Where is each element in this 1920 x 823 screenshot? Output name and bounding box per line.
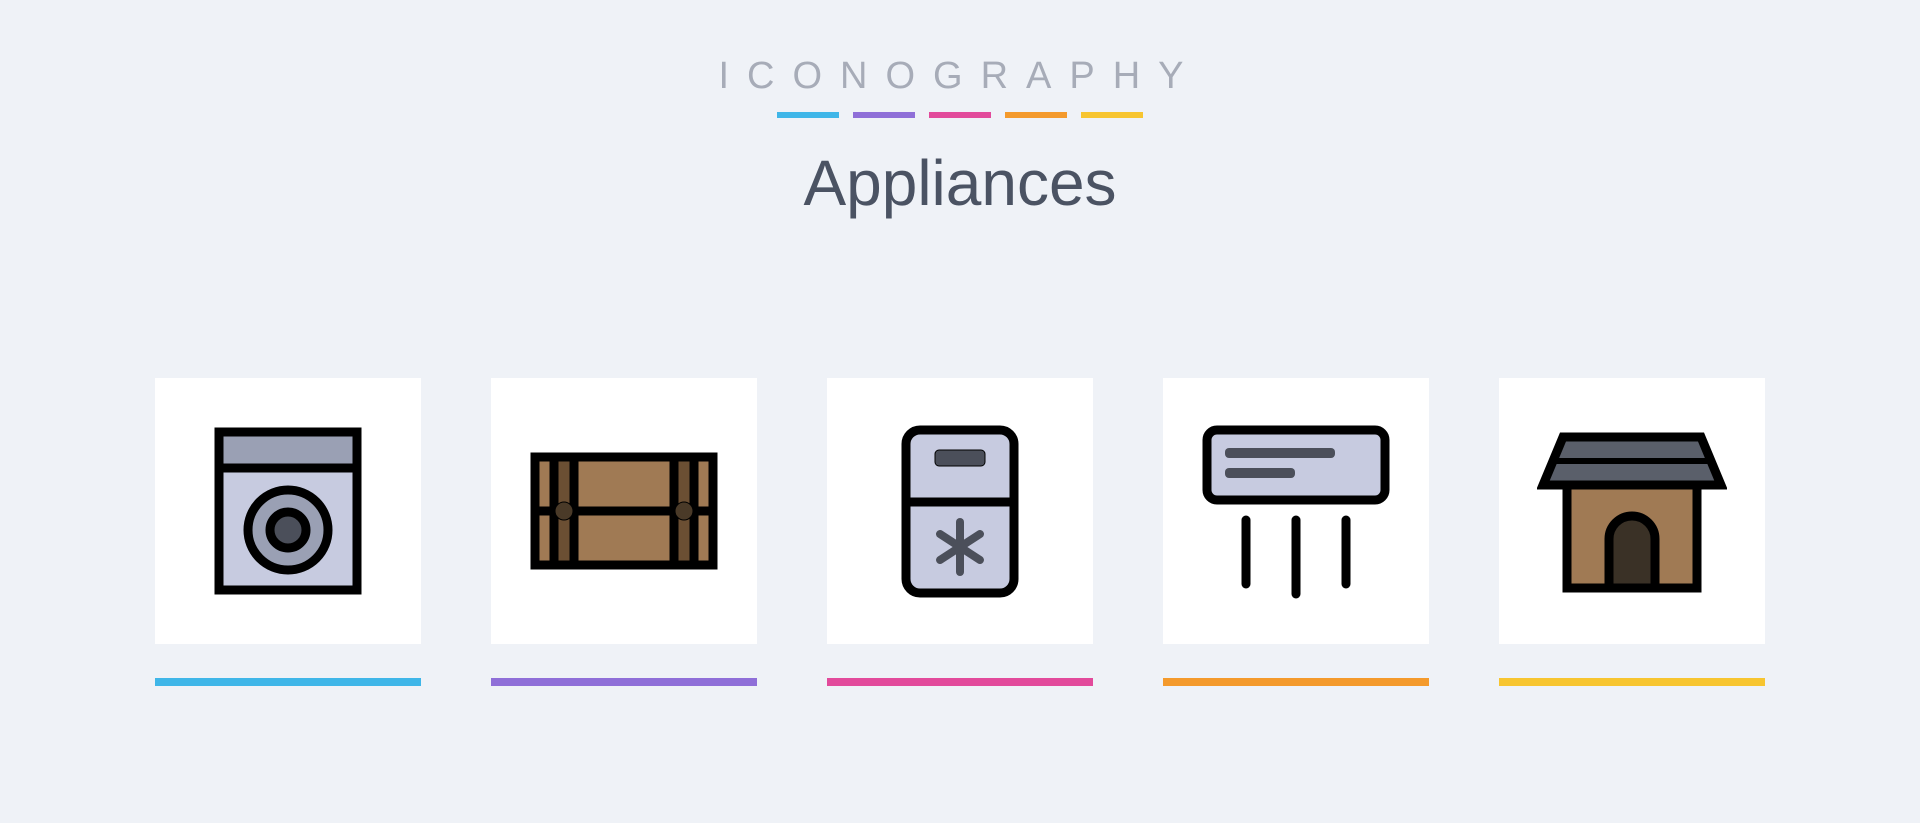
icon-card-house: [1499, 378, 1765, 686]
header: ICONOGRAPHY Appliances: [0, 55, 1920, 220]
brand-underline-5: [1081, 112, 1143, 118]
brand-text: ICONOGRAPHY: [0, 55, 1920, 98]
icon-card-suitcase: [491, 378, 757, 686]
card-underline: [155, 678, 421, 686]
refrigerator-icon: [900, 424, 1020, 599]
suitcase-icon: [529, 451, 719, 571]
air-conditioner-icon: [1201, 424, 1391, 599]
icon-card-refrigerator: [827, 378, 1093, 686]
icon-tile: [1499, 378, 1765, 644]
icon-tile: [827, 378, 1093, 644]
brand-underlines: [0, 112, 1920, 118]
icon-card-air-conditioner: [1163, 378, 1429, 686]
washing-machine-icon: [213, 426, 363, 596]
card-underline: [827, 678, 1093, 686]
card-underline: [1499, 678, 1765, 686]
card-underline: [1163, 678, 1429, 686]
icon-tile: [1163, 378, 1429, 644]
subtitle-text: Appliances: [0, 146, 1920, 220]
brand-underline-4: [1005, 112, 1067, 118]
house-icon: [1537, 429, 1727, 594]
card-underline: [491, 678, 757, 686]
brand-underline-3: [929, 112, 991, 118]
page: ICONOGRAPHY Appliances: [0, 0, 1920, 823]
icon-row: [0, 378, 1920, 686]
icon-tile: [491, 378, 757, 644]
brand-underline-2: [853, 112, 915, 118]
icon-card-washing-machine: [155, 378, 421, 686]
brand-underline-1: [777, 112, 839, 118]
icon-tile: [155, 378, 421, 644]
